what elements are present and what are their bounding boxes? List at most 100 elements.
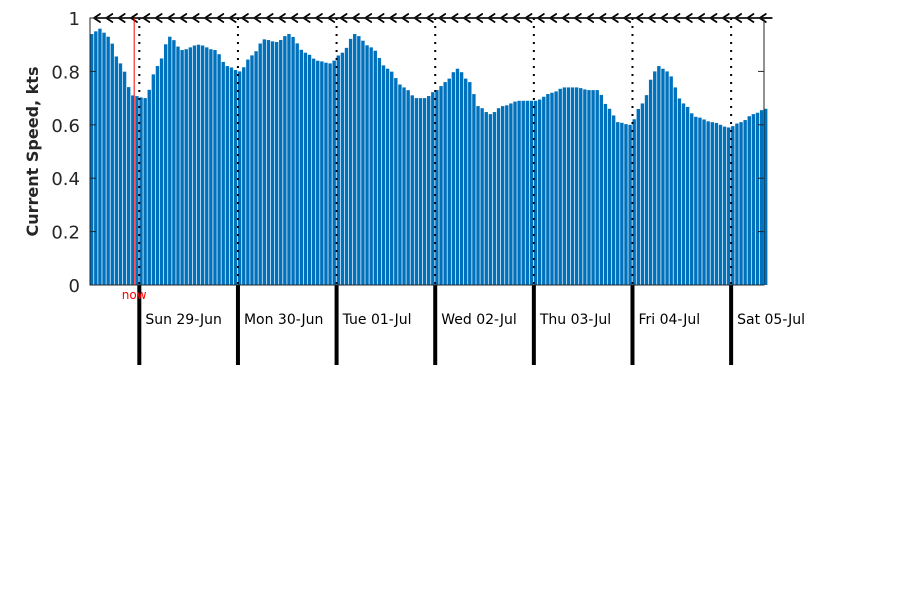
speed-bar: [509, 103, 513, 285]
speed-bar: [279, 39, 283, 286]
speed-bar: [377, 58, 382, 285]
speed-bar: [168, 36, 172, 285]
y-tick-label: 0: [69, 276, 80, 297]
speed-bar: [435, 90, 439, 285]
speed-bar: [102, 32, 106, 286]
speed-bar: [217, 54, 221, 285]
speed-bar: [505, 105, 509, 285]
speed-bar: [583, 89, 587, 286]
speed-bar: [200, 45, 205, 285]
speed-bar: [320, 61, 324, 285]
speed-bar: [118, 63, 123, 285]
speed-bar: [209, 49, 213, 286]
speed-bar: [324, 62, 328, 286]
speed-bar: [126, 87, 131, 286]
speed-bar: [653, 71, 657, 286]
speed-bar: [135, 96, 139, 286]
speed-bar: [287, 34, 291, 285]
speed-bar: [644, 95, 649, 285]
speed-bar: [620, 122, 624, 285]
speed-bar: [390, 71, 394, 286]
speed-bar: [385, 68, 390, 285]
speed-bar: [242, 67, 246, 285]
speed-bar: [213, 50, 217, 285]
speed-bar: [233, 70, 238, 286]
speed-bar: [574, 87, 579, 285]
speed-bar: [439, 86, 443, 285]
speed-bar: [690, 113, 694, 285]
speed-bar: [710, 122, 714, 285]
speed-bar: [488, 114, 493, 286]
speed-bar: [727, 127, 731, 285]
speed-bar: [513, 101, 517, 285]
speed-bar: [172, 40, 176, 286]
speed-bar: [570, 87, 575, 285]
speed-bar: [628, 124, 632, 285]
speed-bar: [307, 54, 312, 285]
speed-bar: [311, 58, 316, 285]
speed-bar: [648, 79, 653, 286]
speed-bar: [694, 116, 698, 285]
speed-bar: [640, 103, 645, 285]
speed-bar: [554, 91, 558, 285]
speed-bar: [566, 87, 571, 285]
speed-bar: [414, 98, 419, 285]
speed-bar: [328, 63, 332, 285]
speed-bar: [731, 126, 735, 285]
speed-bar: [472, 94, 476, 285]
bars-group: [90, 28, 768, 286]
speed-bar: [348, 38, 353, 286]
speed-bar: [340, 52, 345, 286]
speed-bar: [525, 100, 530, 286]
speed-bar: [303, 52, 308, 286]
speed-bar: [443, 82, 447, 285]
day-label: Tue 01-Jul: [342, 312, 412, 328]
speed-bar: [685, 106, 690, 286]
speed-bar: [229, 67, 234, 285]
speed-bar: [98, 28, 102, 286]
speed-bar: [587, 90, 591, 285]
speed-bar: [402, 87, 406, 285]
speed-bar: [184, 49, 188, 286]
speed-bar: [657, 66, 661, 285]
speed-bar: [225, 66, 230, 285]
speed-bar: [332, 60, 336, 286]
plot-frame: [89, 17, 765, 286]
speed-bar: [258, 43, 262, 286]
day-label: Sun 29-Jun: [145, 312, 222, 328]
speed-bar: [591, 90, 595, 285]
speed-bar: [673, 87, 677, 285]
speed-bar: [122, 71, 127, 285]
speed-bar: [90, 34, 94, 285]
speed-bar: [365, 45, 369, 285]
speed-bar: [295, 43, 299, 285]
speed-bar: [151, 74, 156, 286]
speed-bar: [599, 94, 604, 285]
speed-bar: [176, 46, 180, 285]
speed-bar: [291, 36, 295, 285]
speed-bar: [542, 96, 546, 286]
speed-bar: [180, 50, 184, 285]
speed-bar: [147, 89, 151, 285]
speed-bar: [480, 108, 484, 285]
day-label: Sat 05-Jul: [737, 312, 805, 328]
speed-bar: [94, 31, 98, 285]
speed-bar: [677, 98, 682, 286]
speed-bar: [110, 43, 114, 285]
speed-bar: [373, 50, 377, 286]
day-label: Fri 04-Jul: [638, 312, 700, 328]
speed-bar: [250, 55, 254, 285]
speed-bar: [192, 45, 197, 285]
speed-bar: [492, 112, 497, 285]
speed-bar: [579, 88, 583, 285]
speed-bar: [558, 88, 562, 285]
speed-bar: [529, 100, 534, 286]
speed-bar: [698, 117, 702, 286]
speed-bar: [500, 106, 505, 285]
speed-bar: [603, 103, 608, 286]
speed-bar: [616, 122, 620, 285]
y-tick-label: 0.6: [51, 116, 80, 137]
speed-bar: [636, 108, 640, 285]
now-marker-group: now: [122, 18, 147, 302]
speed-bar: [722, 126, 727, 285]
